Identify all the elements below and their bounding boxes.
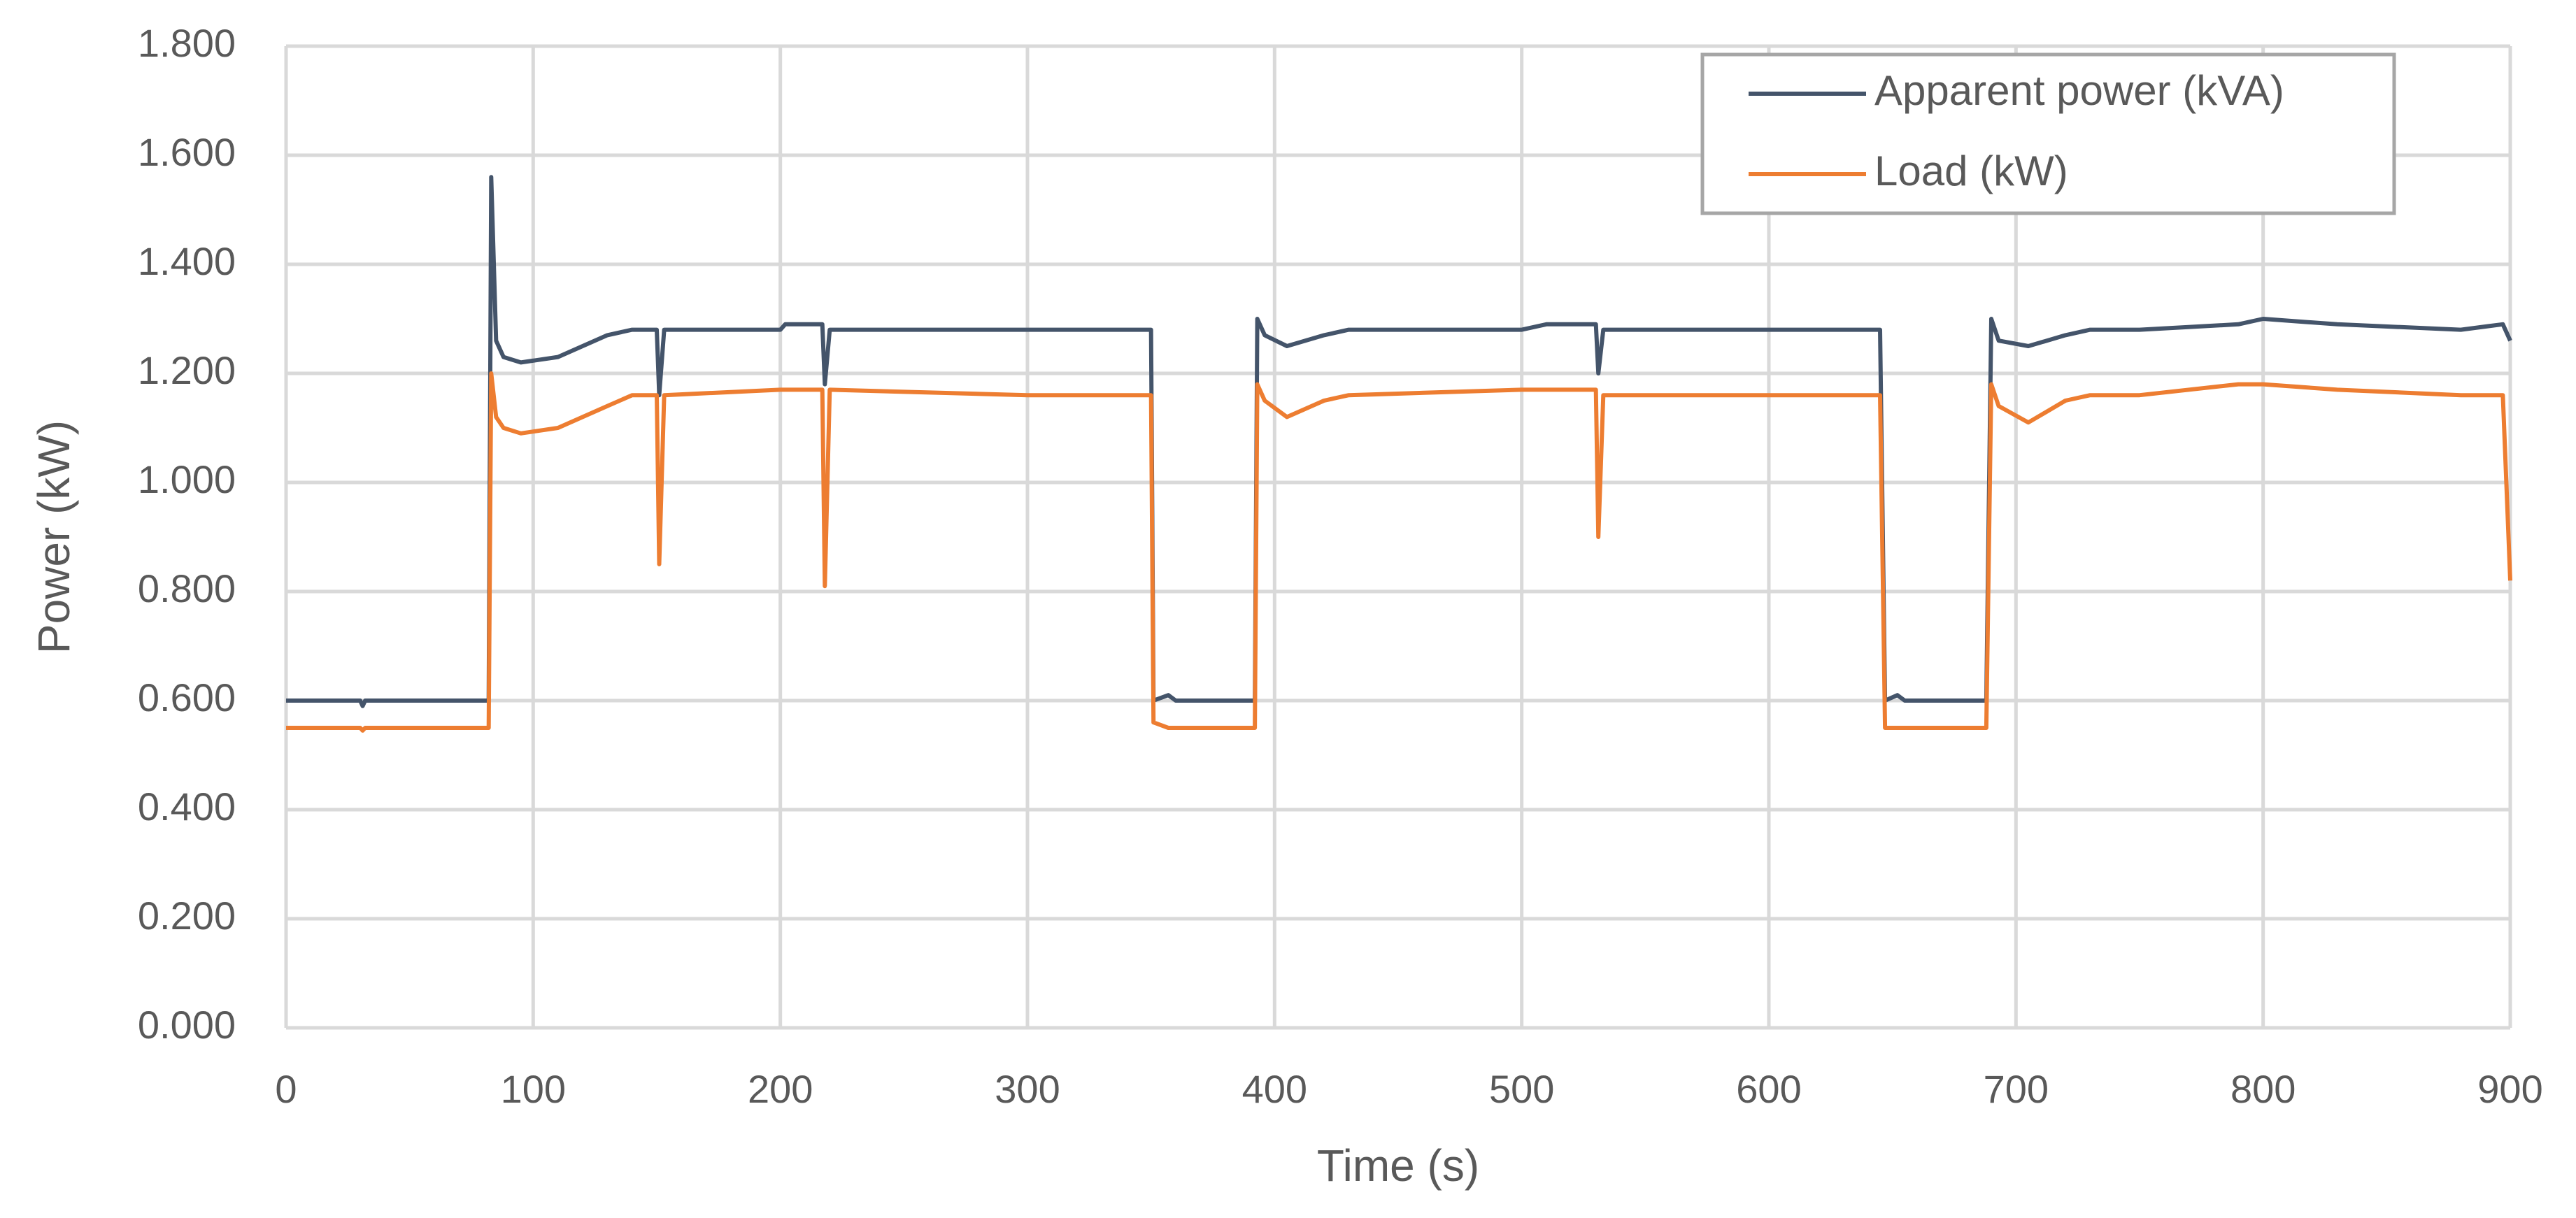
y-tick-label: 0.400 [138, 784, 236, 829]
legend-box [1700, 52, 2396, 215]
x-tick-label: 400 [1242, 1067, 1307, 1111]
y-axis-title: Power (kW) [29, 420, 79, 654]
y-tick-label: 1.600 [138, 130, 236, 174]
y-tick-label: 1.000 [138, 457, 236, 501]
x-tick-label: 500 [1489, 1067, 1554, 1111]
x-tick-label: 700 [1984, 1067, 2049, 1111]
series-line [286, 175, 2512, 708]
series-line [286, 371, 2512, 733]
y-tick-label: 0.000 [138, 1003, 236, 1047]
x-tick-label: 200 [748, 1067, 813, 1111]
x-tick-label: 900 [2477, 1067, 2542, 1111]
x-tick-label: 100 [501, 1067, 566, 1111]
y-tick-label: 1.800 [138, 21, 236, 65]
x-axis-title: Time (s) [1317, 1140, 1479, 1191]
y-tick-label: 0.800 [138, 566, 236, 610]
x-tick-label: 300 [995, 1067, 1060, 1111]
y-tick-label: 1.200 [138, 348, 236, 392]
legend-label: Load (kW) [1874, 148, 2068, 194]
x-tick-label: 800 [2230, 1067, 2296, 1111]
x-tick-label: 600 [1736, 1067, 1801, 1111]
x-tick-label: 0 [275, 1067, 297, 1111]
y-tick-label: 0.600 [138, 675, 236, 719]
legend-label: Apparent power (kVA) [1874, 67, 2284, 114]
y-tick-label: 1.400 [138, 239, 236, 283]
y-tick-label: 0.200 [138, 894, 236, 938]
